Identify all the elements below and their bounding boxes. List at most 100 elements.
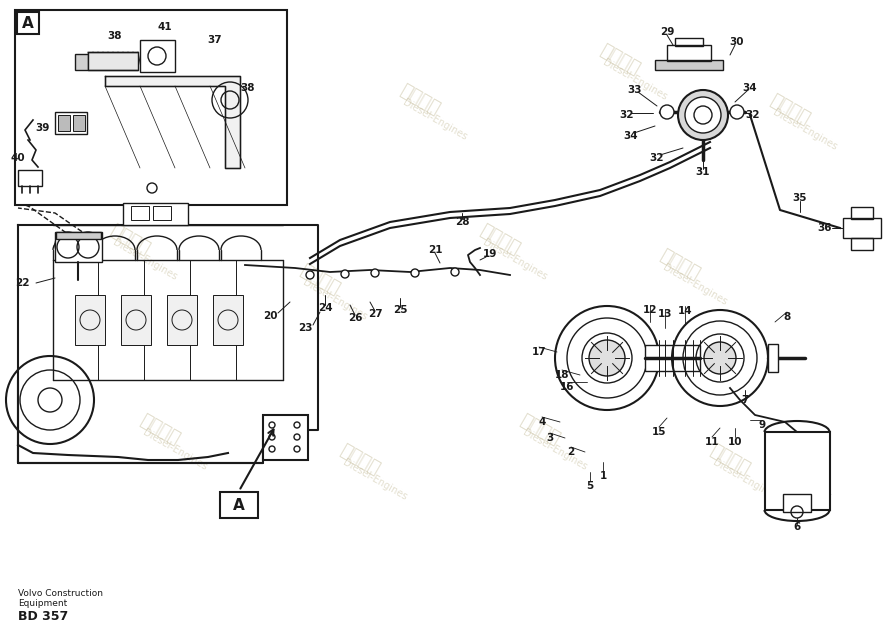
Text: Diesel-Engines: Diesel-Engines <box>111 238 179 283</box>
Text: 20: 20 <box>263 311 278 321</box>
Text: 紫发动力: 紫发动力 <box>517 411 563 449</box>
Polygon shape <box>105 76 240 168</box>
Bar <box>765 432 830 510</box>
Text: Diesel-Engines: Diesel-Engines <box>481 238 549 283</box>
Bar <box>153 206 171 220</box>
Circle shape <box>371 269 379 277</box>
Bar <box>140 40 175 72</box>
Text: 13: 13 <box>658 309 672 319</box>
Text: Diesel-Engines: Diesel-Engines <box>301 278 368 322</box>
Text: 19: 19 <box>482 249 498 259</box>
Bar <box>17 12 39 34</box>
Text: 27: 27 <box>368 309 383 319</box>
Text: 22: 22 <box>15 278 29 288</box>
Circle shape <box>685 97 721 133</box>
Text: 紫发动力: 紫发动力 <box>597 42 643 78</box>
Text: 7: 7 <box>741 395 748 405</box>
Text: Equipment: Equipment <box>18 599 68 608</box>
Polygon shape <box>88 52 138 70</box>
Circle shape <box>589 340 625 376</box>
Text: 35: 35 <box>793 193 807 203</box>
Text: A: A <box>233 497 245 512</box>
Text: 3: 3 <box>546 433 554 443</box>
Text: 32: 32 <box>746 110 760 120</box>
Circle shape <box>730 105 744 119</box>
Text: 25: 25 <box>392 305 408 315</box>
Text: Diesel-Engines: Diesel-Engines <box>522 428 589 473</box>
Text: 29: 29 <box>659 27 675 37</box>
Bar <box>15 10 287 205</box>
Text: 34: 34 <box>624 131 638 141</box>
Circle shape <box>75 232 101 258</box>
Bar <box>58 115 70 131</box>
Text: Diesel-Engines: Diesel-Engines <box>142 428 209 473</box>
Bar <box>75 295 105 345</box>
Text: 紫发动力: 紫发动力 <box>337 442 383 478</box>
Text: Diesel-Engines: Diesel-Engines <box>771 107 839 153</box>
Bar <box>131 206 149 220</box>
Bar <box>851 207 873 219</box>
Circle shape <box>341 270 349 278</box>
Text: 5: 5 <box>587 481 594 491</box>
Circle shape <box>704 342 736 374</box>
Text: 33: 33 <box>627 85 643 95</box>
Bar <box>645 345 700 371</box>
Bar <box>675 38 703 46</box>
Text: A: A <box>22 16 34 30</box>
Bar <box>783 494 811 512</box>
Text: 32: 32 <box>619 110 635 120</box>
Text: Diesel-Engines: Diesel-Engines <box>601 57 669 102</box>
Bar <box>167 295 197 345</box>
Text: 8: 8 <box>783 312 790 322</box>
Bar <box>56 232 101 239</box>
Bar <box>655 60 723 70</box>
Bar <box>213 295 243 345</box>
Text: 15: 15 <box>651 427 667 437</box>
Circle shape <box>411 269 419 277</box>
Text: 16: 16 <box>560 382 574 392</box>
Bar <box>55 112 87 134</box>
Text: 24: 24 <box>318 303 332 313</box>
Bar <box>73 115 85 131</box>
Text: 36: 36 <box>818 223 832 233</box>
Text: 6: 6 <box>793 522 801 532</box>
Circle shape <box>660 105 674 119</box>
Text: 31: 31 <box>696 167 710 177</box>
Circle shape <box>55 232 81 258</box>
Text: 紫发动力: 紫发动力 <box>707 442 753 478</box>
Text: 34: 34 <box>742 83 757 93</box>
Text: 紫发动力: 紫发动力 <box>107 221 153 259</box>
Text: Diesel-Engines: Diesel-Engines <box>182 73 249 117</box>
Text: 紫发动力: 紫发动力 <box>397 81 443 119</box>
Text: 紫发动力: 紫发动力 <box>767 91 813 129</box>
Text: 28: 28 <box>455 217 469 227</box>
Bar <box>220 492 258 518</box>
Text: 紫发动力: 紫发动力 <box>297 261 344 298</box>
Text: 紫发动力: 紫发动力 <box>177 56 223 93</box>
Bar <box>667 45 711 61</box>
Text: Diesel-Engines: Diesel-Engines <box>341 457 409 502</box>
Text: 21: 21 <box>428 245 442 255</box>
Bar <box>123 203 188 225</box>
Text: 紫发动力: 紫发动力 <box>657 247 703 283</box>
Text: 9: 9 <box>758 420 765 430</box>
Text: 1: 1 <box>599 471 607 481</box>
Text: 40: 40 <box>11 153 25 163</box>
Text: 39: 39 <box>35 123 49 133</box>
Polygon shape <box>75 54 88 70</box>
Text: 18: 18 <box>554 370 570 380</box>
Text: 23: 23 <box>298 323 312 333</box>
Text: 14: 14 <box>677 306 692 316</box>
Circle shape <box>451 268 459 276</box>
Text: BD 357: BD 357 <box>18 611 69 623</box>
Bar <box>121 295 151 345</box>
Text: 41: 41 <box>158 22 173 32</box>
Bar <box>843 218 881 238</box>
Text: 紫发动力: 紫发动力 <box>137 411 183 449</box>
Text: 17: 17 <box>531 347 546 357</box>
Text: 11: 11 <box>705 437 719 447</box>
Text: 37: 37 <box>207 35 222 45</box>
Text: 38: 38 <box>108 31 122 41</box>
Bar <box>18 170 42 186</box>
Text: Diesel-Engines: Diesel-Engines <box>401 98 469 143</box>
